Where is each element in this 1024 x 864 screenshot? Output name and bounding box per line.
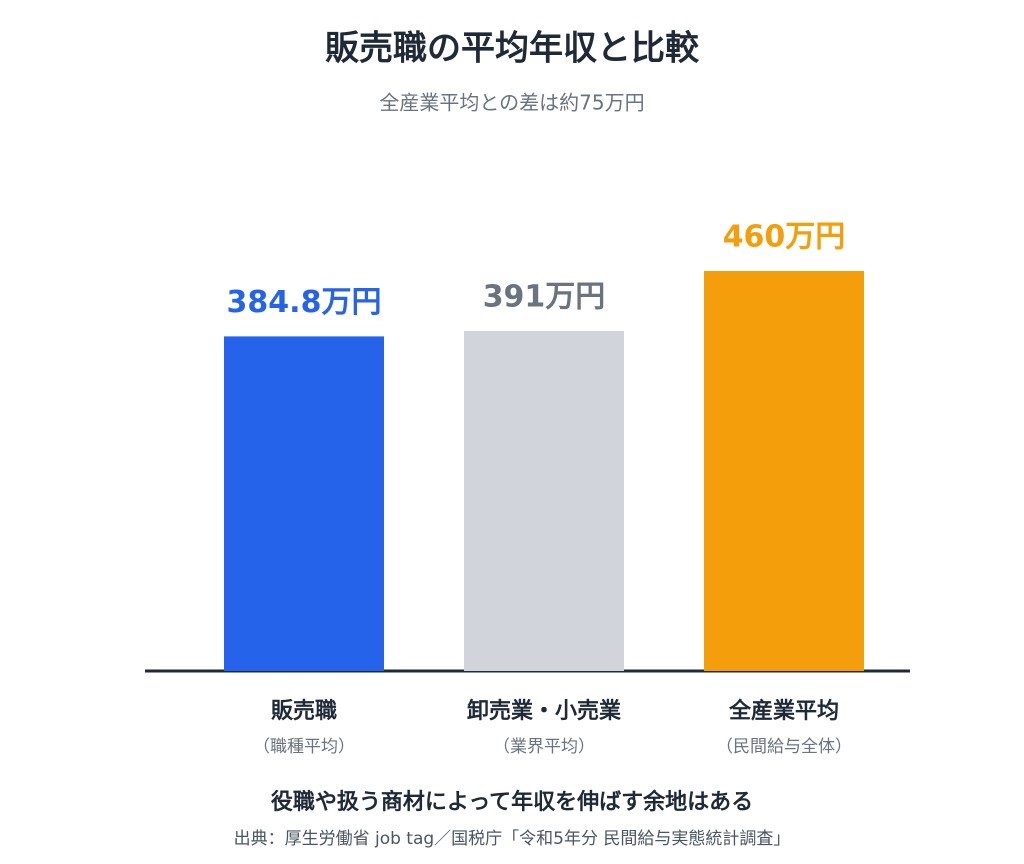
bar <box>704 271 864 671</box>
value-label: 384.8万円 <box>227 285 382 320</box>
x-tick-label: 卸売業・小売業 <box>467 698 622 724</box>
chart-subtitle: 全産業平均との差は約75万円 <box>379 91 644 115</box>
x-tick-label: 全産業平均 <box>728 698 839 724</box>
x-tick-sublabel: （職種平均） <box>253 737 355 757</box>
x-tick-sublabel: （業界平均） <box>493 737 595 757</box>
x-tick-label: 販売職 <box>271 698 337 724</box>
x-tick-sublabel: （民間給与全体） <box>716 737 852 757</box>
value-label: 460万円 <box>723 220 846 255</box>
chart-title: 販売職の平均年収と比較 <box>325 29 700 69</box>
value-label: 391万円 <box>483 280 606 315</box>
note: 役職や扱う商材によって年収を伸ばす余地はある <box>271 789 753 815</box>
bar <box>224 336 384 671</box>
source: 出典：厚生労働省 job tag／国税庁「令和5年分 民間給与実態統計調査」 <box>234 829 791 849</box>
bar <box>464 331 624 671</box>
